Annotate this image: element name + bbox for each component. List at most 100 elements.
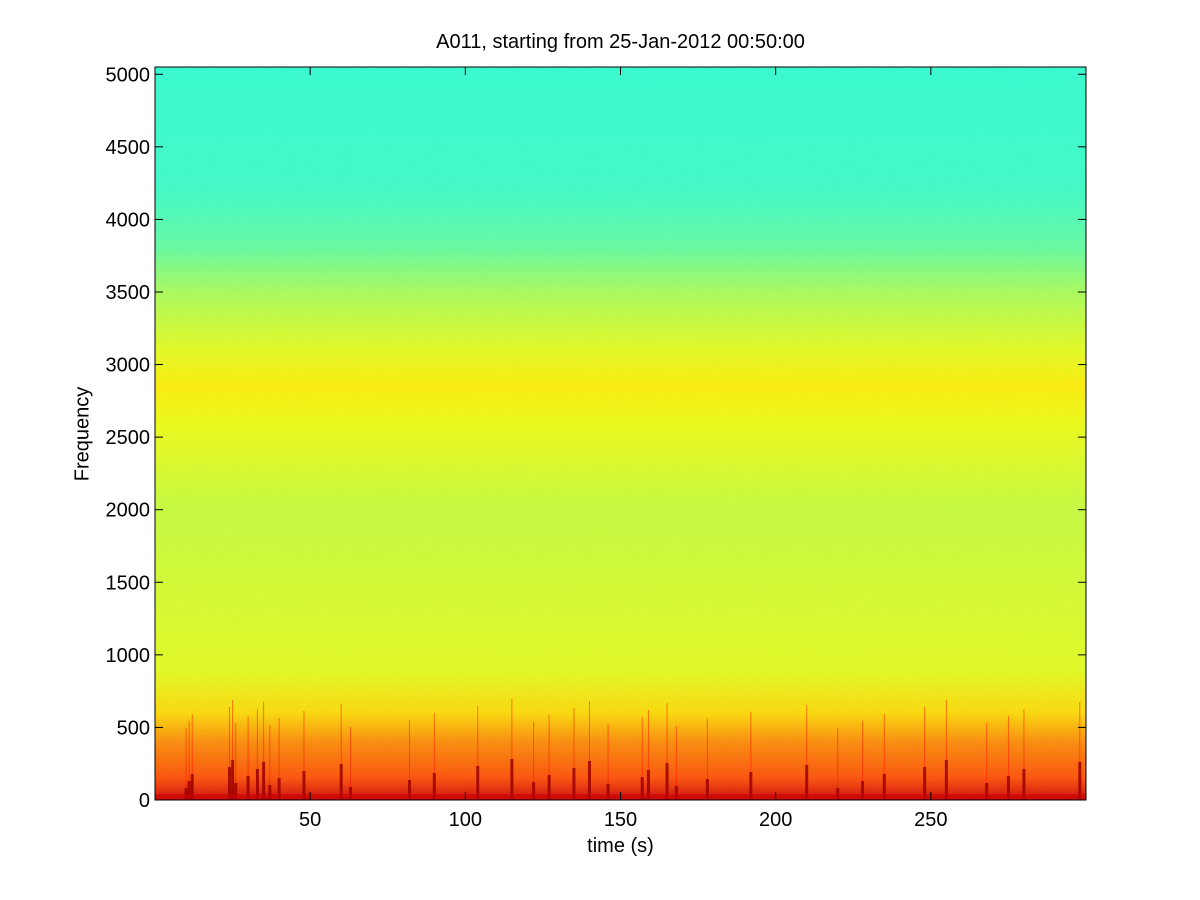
burst-mark	[1006, 776, 1010, 800]
burst-streak	[1023, 709, 1025, 769]
x-tick-label: 100	[449, 809, 482, 831]
y-tick-label: 2500	[106, 427, 151, 449]
burst-streak	[986, 723, 988, 783]
burst-mark	[432, 773, 436, 800]
noise-texture	[155, 67, 1086, 800]
burst-streak	[228, 707, 230, 767]
y-tick-label: 1500	[106, 572, 151, 594]
burst-mark	[532, 782, 536, 800]
burst-streak	[945, 700, 947, 760]
y-tick-label: 1000	[106, 645, 151, 667]
burst-mark	[227, 767, 231, 800]
burst-streak	[185, 728, 187, 788]
burst-streak	[235, 723, 237, 783]
burst-mark	[923, 767, 927, 800]
x-axis-ticks: 50 100 150 200 250	[299, 67, 948, 831]
burst-streak	[340, 704, 342, 764]
y-tick-label: 2000	[106, 500, 151, 522]
burst-streak	[191, 714, 193, 774]
burst-mark	[572, 768, 576, 800]
burst-streak	[647, 710, 649, 770]
burst-streak	[1079, 702, 1081, 762]
burst-mark	[255, 769, 259, 800]
burst-mark	[187, 781, 191, 800]
burst-mark	[606, 784, 610, 800]
burst-streak	[548, 715, 550, 775]
burst-mark	[944, 760, 948, 800]
burst-mark	[268, 785, 272, 800]
x-axis-label: time (s)	[587, 835, 654, 857]
burst-mark	[234, 783, 238, 800]
burst-mark	[407, 780, 411, 800]
burst-mark	[646, 770, 650, 800]
y-tick-label: 3000	[106, 355, 151, 377]
burst-streak	[607, 724, 609, 784]
y-tick-label: 0	[139, 790, 150, 812]
burst-streak	[278, 718, 280, 778]
burst-mark	[985, 783, 989, 800]
burst-mark	[665, 763, 669, 800]
y-tick-label: 500	[117, 717, 150, 739]
burst-mark	[302, 771, 306, 800]
y-axis-ticks: 0 500 1000 1500 2000 2500 3000 3500 4000 4500 5000	[106, 64, 1086, 812]
burst-mark	[749, 772, 753, 800]
burst-streak	[408, 720, 410, 780]
burst-mark	[277, 778, 281, 800]
burst-mark	[805, 765, 809, 800]
burst-mark	[861, 781, 865, 800]
burst-streak	[924, 707, 926, 767]
burst-mark	[476, 766, 480, 800]
x-tick-label: 50	[299, 809, 321, 831]
burst-streak	[750, 712, 752, 772]
y-tick-label: 3500	[106, 282, 151, 304]
burst-mark	[510, 759, 514, 800]
x-tick-label: 150	[604, 809, 637, 831]
burst-streak	[675, 726, 677, 786]
burst-mark	[882, 774, 886, 800]
burst-streak	[350, 727, 352, 787]
burst-streak	[862, 721, 864, 781]
x-tick-label: 250	[914, 809, 947, 831]
burst-mark	[1022, 769, 1026, 800]
burst-streak	[433, 713, 435, 773]
burst-streak	[533, 722, 535, 782]
burst-mark	[339, 764, 343, 800]
plot-area	[155, 67, 1086, 800]
burst-streak	[511, 699, 513, 759]
y-axis-label: Frequency	[71, 386, 94, 482]
burst-streak	[573, 708, 575, 768]
burst-streak	[588, 701, 590, 761]
x-tick-label: 200	[759, 809, 792, 831]
burst-streak	[303, 711, 305, 771]
burst-mark	[547, 775, 551, 800]
burst-mark	[587, 761, 591, 800]
burst-streak	[256, 709, 258, 769]
burst-streak	[477, 706, 479, 766]
burst-streak	[666, 703, 668, 763]
burst-mark	[674, 786, 678, 800]
chart-title: A011, starting from 25-Jan-2012 00:50:00	[436, 31, 805, 53]
burst-streak	[247, 716, 249, 776]
burst-mark	[231, 760, 235, 800]
burst-streak	[269, 725, 271, 785]
burst-mark	[1078, 762, 1082, 800]
burst-streak	[883, 714, 885, 774]
burst-streak	[641, 717, 643, 777]
burst-mark	[705, 779, 709, 800]
burst-mark	[640, 777, 644, 800]
burst-streak	[806, 705, 808, 765]
burst-streak	[837, 728, 839, 788]
burst-mark	[246, 776, 250, 800]
y-tick-label: 5000	[106, 64, 151, 86]
burst-streak	[263, 702, 265, 762]
burst-streak	[706, 719, 708, 779]
burst-mark	[262, 762, 266, 800]
burst-streak	[232, 700, 234, 760]
y-tick-label: 4000	[106, 209, 151, 231]
burst-mark	[190, 774, 194, 800]
burst-streak	[1007, 716, 1009, 776]
y-tick-label: 4500	[106, 137, 151, 159]
burst-mark	[349, 787, 353, 800]
